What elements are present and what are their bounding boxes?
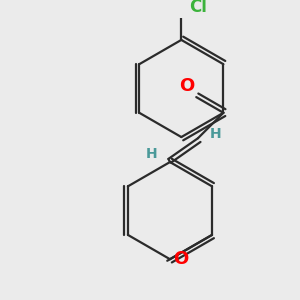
Text: Cl: Cl [189, 0, 207, 16]
Text: H: H [146, 147, 157, 161]
Text: O: O [173, 250, 188, 268]
Text: H: H [209, 127, 221, 141]
Text: O: O [179, 76, 195, 94]
